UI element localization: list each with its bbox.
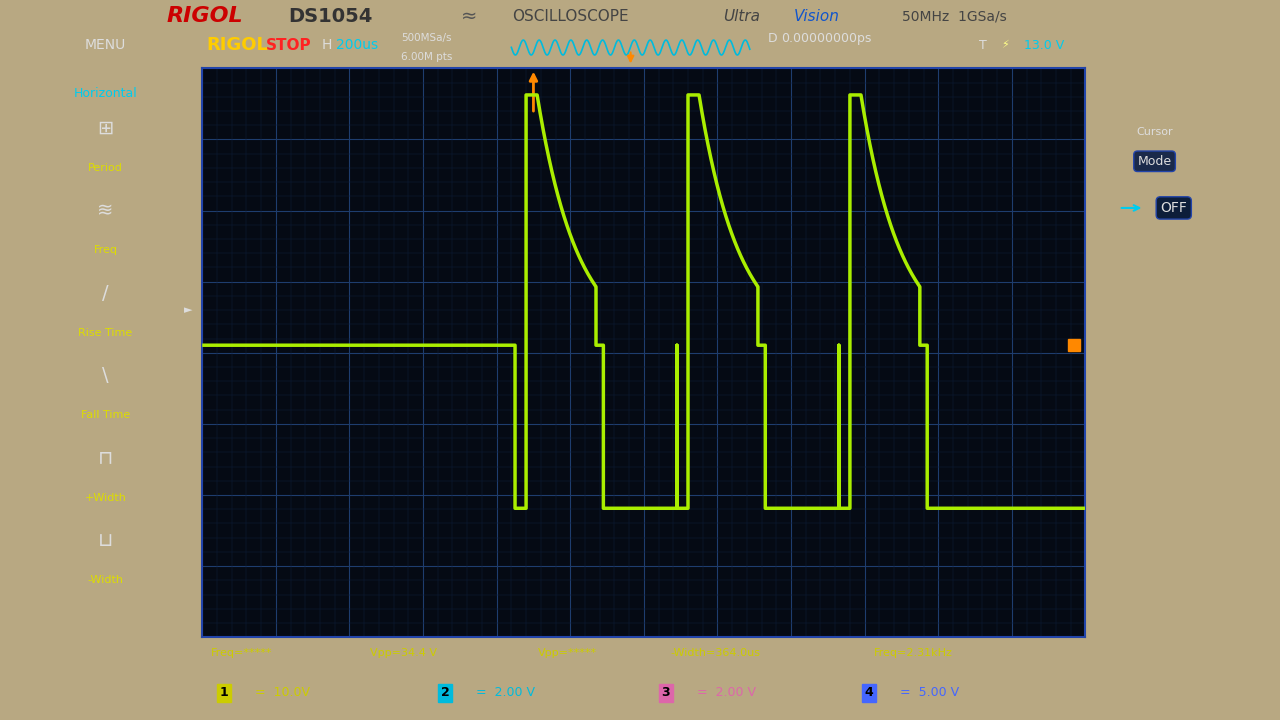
Text: -Width: -Width — [87, 575, 124, 585]
Text: /: / — [102, 284, 109, 302]
Text: 2: 2 — [440, 686, 449, 700]
Text: 0.00000000ps: 0.00000000ps — [781, 32, 872, 45]
Text: ⊞: ⊞ — [97, 119, 114, 138]
Text: RIGOL: RIGOL — [166, 6, 243, 26]
Text: STOP: STOP — [266, 38, 311, 53]
Text: 200us: 200us — [337, 38, 379, 53]
Text: RIGOL: RIGOL — [206, 37, 269, 55]
Text: Freq=2.31kHz: Freq=2.31kHz — [873, 648, 952, 658]
Text: 1: 1 — [220, 686, 229, 700]
Text: Fall Time: Fall Time — [81, 410, 131, 420]
Text: 500MSa/s: 500MSa/s — [401, 33, 452, 43]
Text: 50MHz  1GSa/s: 50MHz 1GSa/s — [902, 9, 1007, 23]
Text: T: T — [979, 39, 987, 52]
Text: 13.0 V: 13.0 V — [1024, 39, 1064, 52]
Text: ⊔: ⊔ — [99, 531, 113, 550]
Text: ⊓: ⊓ — [99, 449, 113, 467]
Text: 6.00M pts: 6.00M pts — [401, 52, 452, 62]
Text: 4: 4 — [865, 686, 873, 700]
Text: 3: 3 — [662, 686, 671, 700]
Text: MENU: MENU — [84, 38, 127, 53]
Text: ≈: ≈ — [461, 6, 477, 26]
Text: Freq: Freq — [93, 246, 118, 256]
Text: -Width=364.0us: -Width=364.0us — [671, 648, 760, 658]
Text: Horizontal: Horizontal — [74, 88, 137, 101]
Text: OFF: OFF — [1161, 201, 1187, 215]
Text: Period: Period — [88, 163, 123, 173]
Text: DS1054: DS1054 — [288, 6, 372, 26]
Text: =  10.0V: = 10.0V — [255, 686, 310, 700]
Text: Vpp=*****: Vpp=***** — [538, 648, 596, 658]
Text: Freq=*****: Freq=***** — [211, 648, 273, 658]
Text: OSCILLOSCOPE: OSCILLOSCOPE — [512, 9, 628, 24]
Text: =  2.00 V: = 2.00 V — [476, 686, 535, 700]
Text: =  2.00 V: = 2.00 V — [696, 686, 755, 700]
Text: ≋: ≋ — [97, 201, 114, 220]
Text: D: D — [768, 32, 777, 45]
Text: Rise Time: Rise Time — [78, 328, 133, 338]
Text: H: H — [321, 38, 332, 53]
Text: Cursor: Cursor — [1137, 127, 1172, 137]
Text: \: \ — [102, 366, 109, 385]
Text: ⚡: ⚡ — [1001, 40, 1010, 50]
Text: =  5.00 V: = 5.00 V — [900, 686, 959, 700]
Text: Vision: Vision — [794, 9, 840, 24]
Text: Mode: Mode — [1138, 155, 1171, 168]
Text: Vpp=34.4 V: Vpp=34.4 V — [370, 648, 436, 658]
Text: ►: ► — [183, 305, 192, 315]
Text: Ultra: Ultra — [723, 9, 760, 24]
Text: +Width: +Width — [84, 493, 127, 503]
